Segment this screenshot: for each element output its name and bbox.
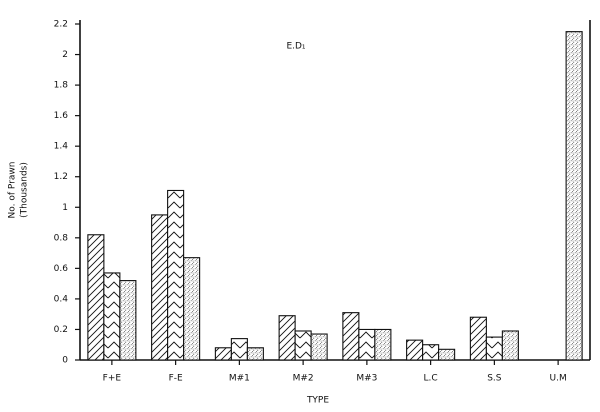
y-tick-label: 0 (62, 356, 68, 366)
bar (565, 31, 583, 361)
bar (246, 347, 264, 361)
x-axis-label: TYPE (306, 396, 329, 406)
y-tick-label: 0.8 (54, 233, 69, 243)
x-tick-label: U.M (550, 374, 567, 384)
bar (422, 344, 440, 361)
bar (103, 272, 121, 361)
y-tick-label: 0.2 (54, 325, 68, 335)
bar (485, 336, 503, 361)
bar (119, 280, 137, 361)
x-tick-label: F-E (169, 374, 183, 384)
bar (151, 214, 169, 361)
bar (358, 328, 376, 361)
y-tick-label: 0.6 (54, 264, 69, 274)
x-tick-label: S.S (487, 374, 502, 384)
x-tick-label: L.C (424, 374, 438, 384)
y-tick-label: 1 (62, 203, 68, 213)
y-tick-label: 1.8 (54, 81, 69, 91)
x-tick-label: M#1 (229, 374, 250, 384)
x-tick-label: M#3 (356, 374, 377, 384)
bar (310, 333, 328, 361)
x-tick-label: M#2 (293, 374, 314, 384)
bar (294, 330, 312, 361)
y-tick-label: 0.4 (54, 294, 69, 304)
y-axis-label: (Thousands) (20, 162, 30, 218)
y-tick-label: 1.4 (54, 142, 69, 152)
bar (438, 348, 456, 361)
bar (501, 330, 519, 361)
bar (406, 339, 424, 361)
y-tick-label: 2.2 (54, 20, 68, 30)
bar (230, 338, 248, 361)
bar (167, 189, 185, 361)
y-tick-label: 1.6 (54, 111, 69, 121)
y-axis-label: No. of Prawn (8, 162, 18, 219)
bar (87, 234, 105, 361)
bar (183, 257, 201, 361)
bar (374, 328, 392, 361)
bar (342, 312, 360, 361)
bar (278, 315, 296, 361)
annotation: E.D₁ (286, 42, 305, 52)
bar (469, 316, 487, 361)
x-tick-label: F+E (103, 374, 122, 384)
bar (214, 347, 232, 361)
y-tick-label: 1.2 (54, 172, 68, 182)
y-tick-label: 2 (62, 50, 68, 60)
